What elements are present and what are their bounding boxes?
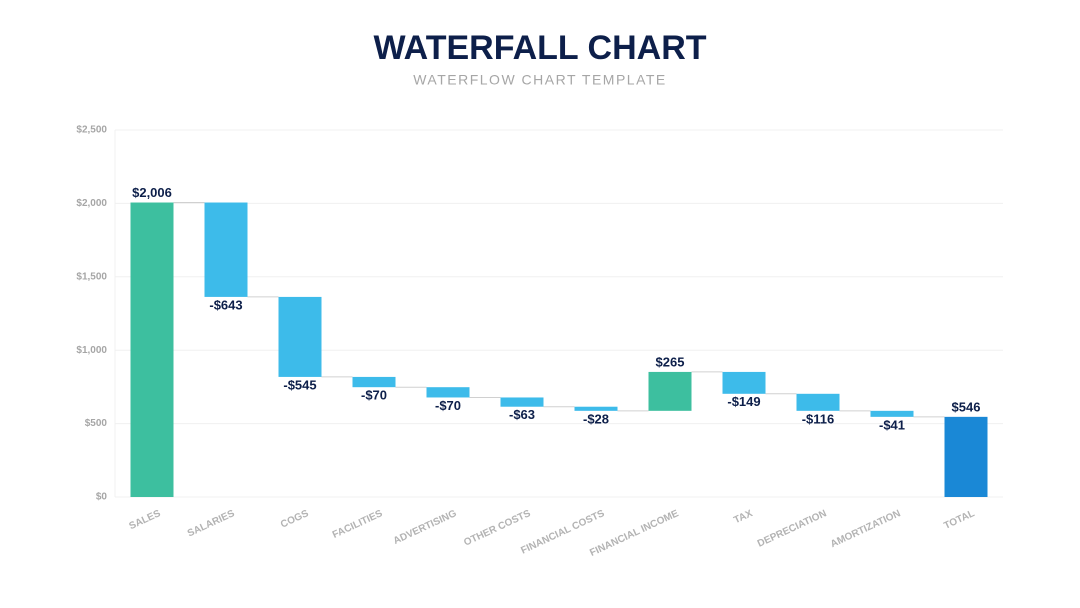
y-tick-label: $0 bbox=[96, 492, 108, 503]
x-tick-label: DEPRECIATION bbox=[756, 508, 828, 550]
bar bbox=[204, 202, 248, 297]
value-label: -$545 bbox=[283, 377, 316, 392]
x-tick-label: TAX bbox=[732, 508, 754, 526]
value-label: -$63 bbox=[509, 407, 535, 422]
bar bbox=[796, 393, 840, 411]
bar bbox=[574, 406, 618, 411]
value-label: -$116 bbox=[802, 411, 835, 426]
bar bbox=[944, 416, 988, 497]
bar bbox=[870, 410, 914, 417]
value-label: -$41 bbox=[879, 417, 905, 432]
chart-subtitle: WATERFLOW CHART TEMPLATE bbox=[413, 72, 667, 88]
chart-title: WATERFALL CHART bbox=[373, 29, 706, 67]
value-label: -$70 bbox=[435, 398, 461, 413]
value-label: -$149 bbox=[727, 394, 760, 409]
bar bbox=[500, 397, 544, 407]
value-label: $2,006 bbox=[132, 185, 172, 200]
bar bbox=[722, 371, 766, 394]
x-tick-label: SALARIES bbox=[186, 508, 237, 539]
value-label: -$643 bbox=[209, 297, 242, 312]
x-tick-label: SALES bbox=[128, 508, 163, 532]
x-tick-label: ADVERTISING bbox=[392, 508, 459, 547]
y-tick-label: $1,500 bbox=[76, 271, 107, 282]
value-label: $265 bbox=[656, 354, 685, 369]
value-label: $546 bbox=[952, 399, 981, 414]
x-tick-label: TOTAL bbox=[942, 508, 976, 532]
x-tick-label: OTHER COSTS bbox=[462, 508, 532, 549]
x-tick-label: AMORTIZATION bbox=[829, 508, 902, 550]
value-label: -$70 bbox=[361, 388, 387, 403]
bar bbox=[130, 202, 174, 497]
bar bbox=[648, 371, 692, 411]
x-tick-label: FACILITIES bbox=[331, 508, 385, 541]
y-tick-label: $1,000 bbox=[76, 345, 107, 356]
bar bbox=[352, 376, 396, 388]
bar bbox=[426, 387, 470, 398]
value-label: -$28 bbox=[583, 411, 609, 426]
bar bbox=[278, 296, 322, 377]
y-tick-label: $500 bbox=[85, 418, 108, 429]
x-tick-label: COGS bbox=[279, 508, 311, 531]
y-tick-label: $2,500 bbox=[76, 125, 107, 136]
y-tick-label: $2,000 bbox=[76, 198, 107, 209]
